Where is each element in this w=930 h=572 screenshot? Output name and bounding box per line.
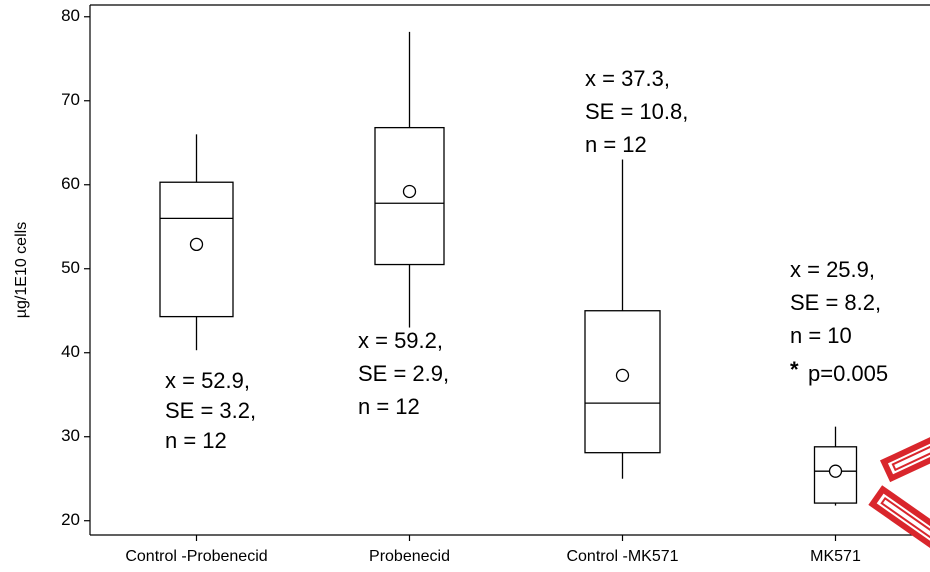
mean [828,464,843,478]
annotation-line: n = 12 [585,132,647,157]
annotation-line: x = 37.3, [585,66,670,91]
y-tick-label: 50 [61,258,80,277]
y-tick-label: 40 [61,342,80,361]
y-axis-label: µg/1E10 cells [13,222,30,318]
mean [402,184,417,199]
box [813,446,858,504]
annotation-line: n = 12 [358,394,420,419]
mean [189,237,204,252]
annotation-line: SE = 10.8, [585,99,688,124]
y-tick-label: 30 [61,426,80,445]
annotation-line: SE = 3.2, [165,398,256,423]
x-tick-label: Control -Probenecid [125,548,267,565]
annotation-line: SE = 2.9, [358,361,449,386]
y-tick-label: 60 [61,174,80,193]
annotation-line: x = 59.2, [358,328,443,353]
y-tick-label: 80 [61,6,80,25]
x-tick-label: MK571 [810,548,861,565]
annotation-line: SE = 8.2, [790,290,881,315]
annotation-line: n = 12 [165,428,227,453]
marker-icon [868,435,930,551]
x-tick-label: Probenecid [369,548,450,565]
box [159,181,234,318]
annotation-line: n = 10 [790,323,852,348]
annotation-star: * [790,357,799,382]
annotation-line: x = 52.9, [165,368,250,393]
annotation-line: x = 25.9, [790,257,875,282]
box [584,310,661,454]
y-tick-label: 20 [61,510,80,529]
mean [615,368,630,383]
y-tick-label: 70 [61,90,80,109]
x-tick-label: Control -MK571 [566,548,678,565]
annotation-p: p=0.005 [808,361,888,386]
box [374,126,445,266]
